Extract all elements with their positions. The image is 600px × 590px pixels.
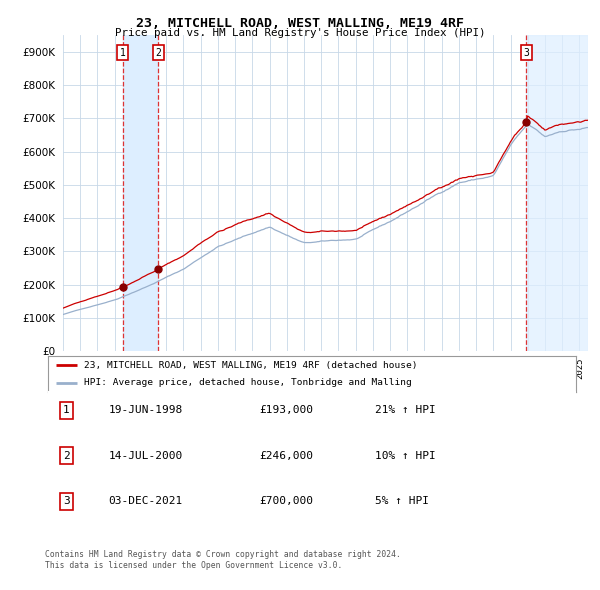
Text: 1: 1 (63, 405, 70, 415)
Text: 10% ↑ HPI: 10% ↑ HPI (376, 451, 436, 461)
Text: £246,000: £246,000 (259, 451, 313, 461)
Text: £193,000: £193,000 (259, 405, 313, 415)
Text: 3: 3 (63, 496, 70, 506)
Text: 19-JUN-1998: 19-JUN-1998 (109, 405, 183, 415)
Text: 23, MITCHELL ROAD, WEST MALLING, ME19 4RF (detached house): 23, MITCHELL ROAD, WEST MALLING, ME19 4R… (84, 360, 418, 370)
Text: 3: 3 (523, 48, 529, 58)
Text: HPI: Average price, detached house, Tonbridge and Malling: HPI: Average price, detached house, Tonb… (84, 378, 412, 388)
Text: £700,000: £700,000 (259, 496, 313, 506)
Text: 21% ↑ HPI: 21% ↑ HPI (376, 405, 436, 415)
Text: Price paid vs. HM Land Registry's House Price Index (HPI): Price paid vs. HM Land Registry's House … (115, 28, 485, 38)
Text: 2: 2 (63, 451, 70, 461)
Text: 03-DEC-2021: 03-DEC-2021 (109, 496, 183, 506)
Text: 23, MITCHELL ROAD, WEST MALLING, ME19 4RF: 23, MITCHELL ROAD, WEST MALLING, ME19 4R… (136, 17, 464, 30)
Text: 14-JUL-2000: 14-JUL-2000 (109, 451, 183, 461)
Bar (123, 35, 158, 351)
Text: This data is licensed under the Open Government Licence v3.0.: This data is licensed under the Open Gov… (45, 560, 343, 569)
Bar (526, 35, 588, 351)
Text: 5% ↑ HPI: 5% ↑ HPI (376, 496, 430, 506)
Text: Contains HM Land Registry data © Crown copyright and database right 2024.: Contains HM Land Registry data © Crown c… (45, 550, 401, 559)
Text: 2: 2 (155, 48, 161, 58)
Text: 1: 1 (120, 48, 125, 58)
